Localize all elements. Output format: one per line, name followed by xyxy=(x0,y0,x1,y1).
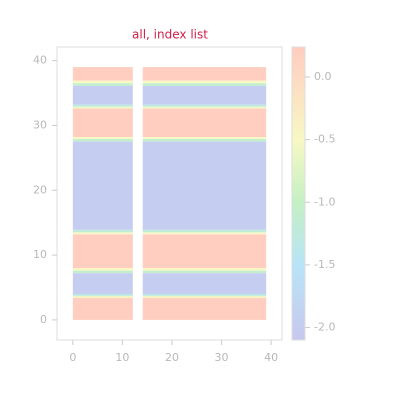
heat-cell xyxy=(142,83,267,86)
x-tick-label: 20 xyxy=(165,351,179,364)
x-tick-label: 40 xyxy=(264,351,278,364)
heat-cell xyxy=(72,104,133,107)
y-tick-label: 10 xyxy=(33,248,47,261)
colorbar-tick-label: -0.5 xyxy=(314,133,335,146)
heat-cell xyxy=(72,232,133,235)
colorbar-tick-label: 0.0 xyxy=(314,70,332,83)
x-tick-label: 10 xyxy=(115,351,129,364)
heat-cell xyxy=(142,104,267,107)
x-tick-label: 0 xyxy=(69,351,76,364)
heat-cell xyxy=(72,295,133,298)
heat-cell xyxy=(72,80,133,84)
heat-cell xyxy=(142,139,267,142)
heat-cell xyxy=(72,270,133,274)
heat-cell xyxy=(72,106,133,109)
x-tick-label: 30 xyxy=(215,351,229,364)
y-tick-label: 30 xyxy=(33,118,47,131)
colorbar-tick-label: -1.0 xyxy=(314,195,335,208)
y-tick-label: 0 xyxy=(40,313,47,326)
heat-cell xyxy=(142,273,267,294)
y-tick-label: 20 xyxy=(33,183,47,196)
heat-cell xyxy=(72,141,133,230)
heat-cell xyxy=(142,270,267,274)
heat-cell xyxy=(72,297,133,320)
colorbar xyxy=(291,46,306,341)
heat-cell xyxy=(72,229,133,233)
heat-cell xyxy=(142,67,267,81)
heat-cell xyxy=(142,80,267,84)
heat-cell xyxy=(72,268,133,271)
heat-cell xyxy=(142,85,267,105)
heat-cell xyxy=(142,295,267,298)
heat-cell xyxy=(142,297,267,320)
heat-cell xyxy=(142,293,267,296)
heat-cell xyxy=(72,234,133,269)
heat-cell xyxy=(142,234,267,269)
y-tick-label: 40 xyxy=(33,54,47,67)
heat-cell xyxy=(142,268,267,271)
heat-cell xyxy=(142,141,267,230)
heat-cell xyxy=(72,139,133,142)
heat-cell xyxy=(72,108,133,138)
heat-cell xyxy=(72,137,133,140)
heat-cell xyxy=(72,293,133,296)
heat-cell xyxy=(142,232,267,235)
heat-cell xyxy=(72,83,133,86)
heat-cell xyxy=(142,106,267,109)
colorbar-tick-label: -2.0 xyxy=(314,320,335,333)
heat-cell xyxy=(72,85,133,105)
heat-cell xyxy=(72,273,133,294)
colorbar-tick-label: -1.5 xyxy=(314,258,335,271)
heat-cell xyxy=(142,229,267,233)
chart-title: all, index list xyxy=(132,28,208,42)
heat-cell xyxy=(72,67,133,81)
heat-cell xyxy=(142,108,267,138)
heat-cell xyxy=(142,137,267,140)
